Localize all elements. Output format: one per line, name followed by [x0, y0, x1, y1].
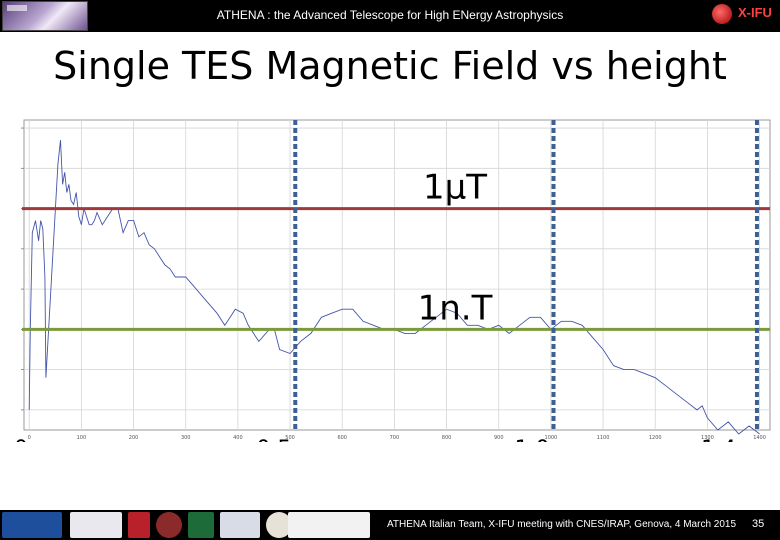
- page-number: 35: [752, 518, 765, 530]
- vline-label: 0.5mm: [256, 437, 334, 442]
- vline-label: 0: [14, 437, 28, 442]
- athena-logo: [2, 1, 88, 31]
- x-tick-label: 1400: [753, 435, 766, 441]
- x-tick-label: 800: [442, 435, 452, 441]
- x-tick-label: 700: [390, 435, 400, 441]
- x-tick-label: 400: [233, 435, 243, 441]
- x-tick-label: 600: [337, 435, 347, 441]
- x-tick-label: 1100: [597, 435, 610, 441]
- x-tick-label: 900: [494, 435, 504, 441]
- slide-footer: ATHENA Italian Team, X-IFU meeting with …: [0, 510, 780, 540]
- x-tick-label: 200: [129, 435, 139, 441]
- slide-title: Single TES Magnetic Field vs height: [53, 44, 727, 88]
- inaf-logo: [70, 512, 122, 538]
- institution-logos: [0, 512, 372, 538]
- plot-frame: [23, 119, 771, 431]
- xifu-disc-icon: [712, 4, 732, 24]
- slide-header: ATHENA : the Advanced Telescope for High…: [0, 0, 780, 32]
- field-series-line: [28, 140, 760, 435]
- xifu-logo-text: X-IFU: [738, 5, 772, 20]
- footer-text: ATHENA Italian Team, X-IFU meeting with …: [387, 519, 737, 530]
- magnetic-field-chart: 0 100 200 300 400 500 600 700 800 900 1000 1100 1200…: [14, 119, 779, 442]
- vline-label: 1.0mm: [515, 437, 593, 442]
- seal-logo-2: [188, 512, 214, 538]
- microtesla-label: 1μT: [423, 168, 487, 208]
- seal-logo-1: [156, 512, 182, 538]
- chart-area: 0 100 200 300 400 500 600 700 800 900 1000 1100 1200…: [0, 112, 780, 442]
- vline-label: 1.4mm: [701, 437, 779, 442]
- crest-logo: [128, 512, 150, 538]
- seal-logo-3: [266, 512, 292, 538]
- x-tick-label: 0: [28, 435, 31, 441]
- x-tick-label: 500: [285, 435, 295, 441]
- xifu-logo: X-IFU: [712, 2, 778, 29]
- x-tick-label: 1200: [649, 435, 662, 441]
- asi-logo: [2, 512, 62, 538]
- nanotesla-label: 1n.T: [418, 288, 493, 328]
- x-tick-label: 300: [181, 435, 191, 441]
- roma-tre-logo: [220, 512, 260, 538]
- x-tick-label: 1000: [545, 435, 558, 441]
- x-tick-label: 1300: [701, 435, 714, 441]
- x-tick-label: 100: [77, 435, 87, 441]
- cnr-ifn-logo: [288, 512, 370, 538]
- header-title: ATHENA : the Advanced Telescope for High…: [216, 8, 564, 22]
